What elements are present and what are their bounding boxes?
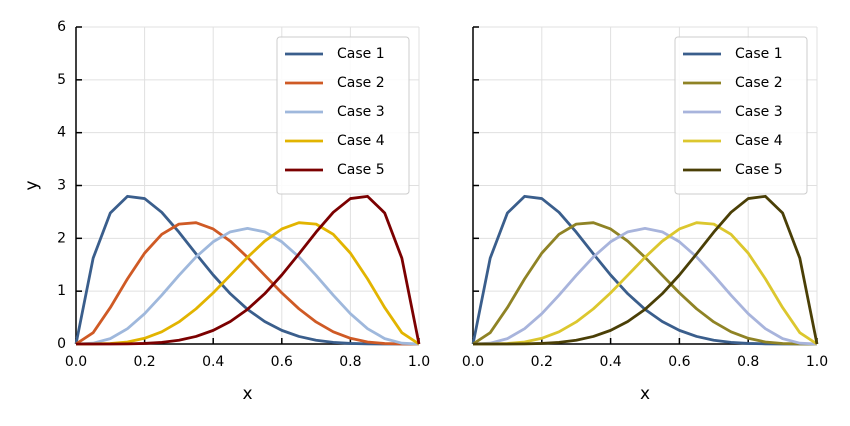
y-tick-label: 4 <box>57 125 66 141</box>
series-line <box>75 221 420 346</box>
series-line <box>74 194 419 346</box>
x-tick-label: 1.0 <box>408 354 430 370</box>
y-tick-label: 0 <box>57 336 66 352</box>
plot: 0.0 0.2 0.4 0.6 0.8 1.0 x Case 1 Case 2 Case 3 Cas… <box>462 26 828 404</box>
series-line <box>472 227 818 346</box>
x-tick-label: 0.2 <box>531 354 553 370</box>
x-tick-label: 0.6 <box>271 354 293 370</box>
x-tick-label: 0.8 <box>737 354 759 370</box>
x-tick-label: 1.0 <box>806 354 828 370</box>
legend-box <box>674 36 808 195</box>
x-tick-label: 0.0 <box>462 354 484 370</box>
series-line <box>472 221 818 346</box>
legend-label: Case 3 <box>735 104 783 120</box>
x-axis-label: x <box>640 384 650 404</box>
legend-label: Case 5 <box>735 162 783 178</box>
series-line <box>76 194 421 346</box>
legend-label: Case 4 <box>735 133 783 149</box>
x-tick-label: 0.6 <box>668 354 690 370</box>
y-axis-label: y <box>22 180 42 190</box>
x-tick-label: 0.2 <box>133 354 155 370</box>
plot: 0.0 0.2 0.4 0.6 0.8 1.0 0 1 2 3 4 5 6 x y Case 1 Case 2 C… <box>22 19 430 404</box>
legend-label: Case 2 <box>337 75 385 91</box>
x-tick-label: 0.8 <box>339 354 361 370</box>
legend-label: Case 1 <box>735 46 783 62</box>
legend-label: Case 4 <box>337 133 385 149</box>
series-line <box>75 221 420 346</box>
series-line <box>472 221 818 346</box>
legend-box <box>276 36 410 195</box>
series-line <box>473 194 819 346</box>
y-tick-label: 3 <box>57 178 66 194</box>
x-tick-label: 0.4 <box>202 354 224 370</box>
legend-label: Case 3 <box>337 104 385 120</box>
series-line <box>75 227 420 346</box>
series-line <box>471 194 817 346</box>
y-tick-label: 5 <box>57 72 66 88</box>
x-tick-label: 0.4 <box>599 354 621 370</box>
y-tick-label: 2 <box>57 230 66 246</box>
legend-label: Case 2 <box>735 75 783 91</box>
legend-label: Case 5 <box>337 162 385 178</box>
x-tick-label: 0.0 <box>65 354 87 370</box>
y-tick-label: 6 <box>57 19 66 35</box>
x-axis-label: x <box>242 384 252 404</box>
legend-label: Case 1 <box>337 46 385 62</box>
y-tick-label: 1 <box>57 283 66 299</box>
